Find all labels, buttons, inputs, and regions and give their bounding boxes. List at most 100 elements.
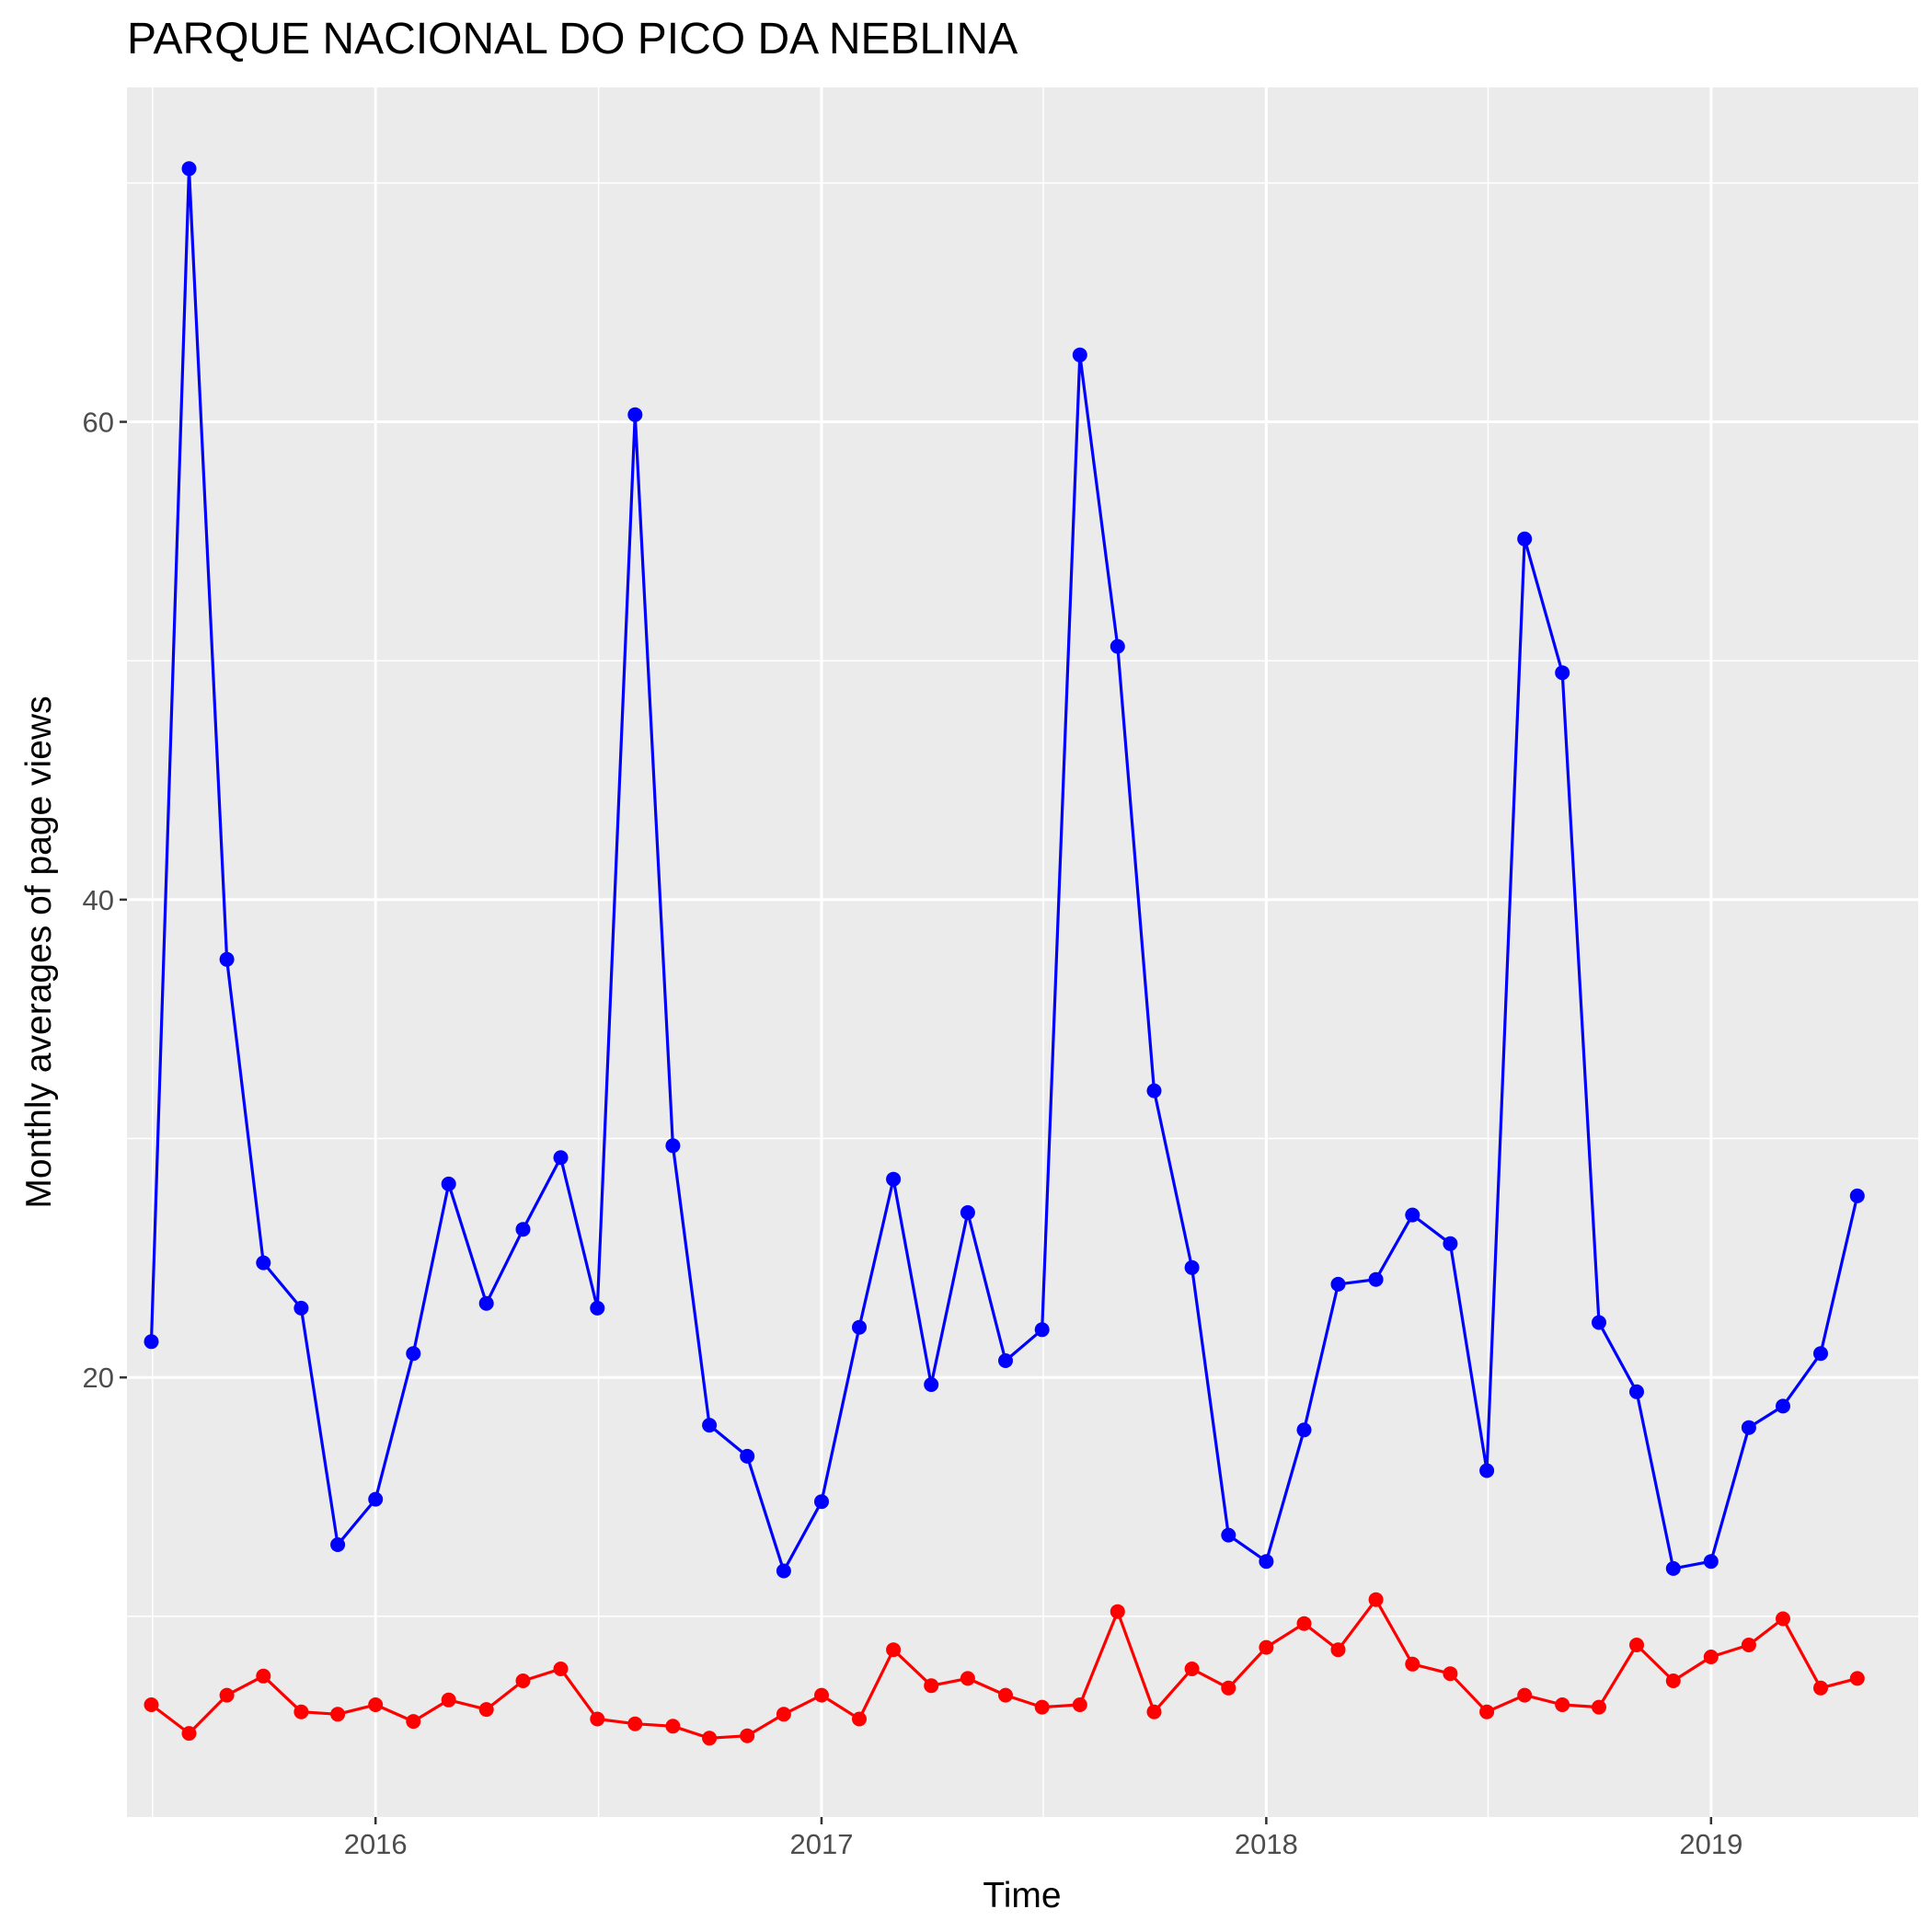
series-2-point <box>590 1711 605 1727</box>
series-2-point <box>702 1731 718 1746</box>
series-1-point <box>814 1494 829 1510</box>
series-1-point <box>515 1222 531 1237</box>
series-2-point <box>478 1702 494 1718</box>
series-1-point <box>590 1300 605 1316</box>
major-gridlines <box>127 87 1918 1817</box>
series-1-point <box>1296 1422 1312 1438</box>
series-2-point <box>1813 1680 1828 1696</box>
series-2-point <box>1665 1673 1681 1688</box>
series-1-point <box>478 1295 494 1311</box>
series-2-point <box>1184 1662 1200 1676</box>
series-1-point <box>1665 1560 1681 1576</box>
series-2-point <box>330 1707 346 1722</box>
series-1-point <box>1184 1259 1200 1275</box>
series-1-point <box>1849 1188 1865 1203</box>
series-1-point <box>1555 665 1570 681</box>
series-1-point <box>1146 1083 1162 1098</box>
series-2-point <box>1072 1697 1087 1712</box>
x-tick-label: 2018 <box>1235 1828 1298 1860</box>
series-2-point <box>1555 1697 1570 1712</box>
series-2-point <box>1034 1699 1050 1715</box>
series-2-point <box>1592 1699 1606 1715</box>
series-1-point <box>1259 1554 1274 1570</box>
series-1-point <box>776 1563 791 1579</box>
series-2-point <box>1443 1666 1458 1682</box>
series-1-point <box>406 1346 421 1362</box>
series-2-point <box>1259 1639 1274 1655</box>
series-2-point <box>441 1692 456 1708</box>
series-2-point <box>740 1728 755 1743</box>
series-1-point <box>702 1418 718 1433</box>
series-2-point <box>776 1707 791 1722</box>
x-axis: 2016 2017 2018 2019 <box>344 1817 1742 1860</box>
series-1-point <box>1592 1315 1606 1330</box>
series-2-point <box>998 1687 1013 1703</box>
series-1-point <box>256 1255 271 1271</box>
series-1-point <box>330 1537 346 1552</box>
y-tick-label: 40 <box>83 884 114 916</box>
series-layer <box>144 161 1865 1746</box>
series-2-point <box>1146 1704 1162 1719</box>
series-2-point <box>1703 1650 1719 1664</box>
series-2-point <box>1776 1611 1790 1627</box>
series-2-point <box>665 1719 681 1734</box>
plot-background <box>127 87 1918 1817</box>
series-2-point <box>1110 1604 1125 1619</box>
series-1-point <box>1443 1236 1458 1251</box>
series-2-point <box>960 1671 975 1686</box>
series-1-point <box>368 1491 384 1507</box>
series-2-point <box>1741 1638 1756 1652</box>
series-2-point <box>1405 1656 1420 1672</box>
series-1-point <box>1479 1463 1495 1478</box>
y-axis-title: Monthly averages of page views <box>19 696 59 1208</box>
series-1-point <box>553 1150 569 1166</box>
series-2-point <box>1368 1592 1384 1607</box>
series-1-point <box>886 1171 902 1187</box>
series-1-point <box>219 951 235 967</box>
series-2-point <box>1849 1671 1865 1686</box>
series-2-point <box>627 1716 643 1731</box>
series-2-point <box>515 1673 531 1688</box>
series-1-point <box>1221 1527 1236 1543</box>
series-1-point <box>1034 1322 1050 1338</box>
series-2-point <box>1517 1687 1533 1703</box>
series-1-point <box>181 161 197 177</box>
series-2-point <box>814 1687 829 1703</box>
series-1-point <box>627 407 643 422</box>
series-2-point <box>886 1642 902 1658</box>
series-1-point <box>1813 1346 1828 1362</box>
series-2-point <box>181 1726 197 1742</box>
minor-gridlines <box>127 87 1918 1817</box>
series-1-point <box>1072 347 1087 362</box>
series-1-point <box>1703 1554 1719 1570</box>
series-1-point <box>852 1319 867 1335</box>
series-1-point <box>1776 1398 1790 1414</box>
series-1-point <box>1405 1207 1420 1223</box>
series-2-point <box>1296 1616 1312 1631</box>
series-1-point <box>1517 531 1533 546</box>
x-axis-title: Time <box>983 1876 1061 1915</box>
series-1-point <box>1110 638 1125 654</box>
chart-title: PARQUE NACIONAL DO PICO DA NEBLINA <box>127 15 1018 63</box>
series-1-point <box>998 1353 1013 1368</box>
series-1-point <box>441 1176 456 1191</box>
series-1-point <box>665 1138 681 1154</box>
series-2-point <box>1629 1638 1644 1652</box>
series-1-point <box>924 1377 939 1392</box>
series-2-point <box>144 1697 159 1712</box>
series-1-point <box>1629 1384 1644 1399</box>
x-tick-label: 2019 <box>1679 1828 1742 1860</box>
series-2-point <box>1330 1642 1346 1658</box>
series-1-point <box>1368 1271 1384 1287</box>
series-2-point <box>256 1668 271 1684</box>
series-2-point <box>219 1687 235 1703</box>
series-2-point <box>406 1714 421 1730</box>
series-1-point <box>293 1300 309 1316</box>
series-1-point <box>1741 1420 1756 1435</box>
x-tick-label: 2016 <box>344 1828 408 1860</box>
x-tick-label: 2017 <box>789 1828 853 1860</box>
y-axis: 20 40 60 <box>83 407 127 1394</box>
y-tick-label: 60 <box>83 407 114 439</box>
series-2-point <box>293 1704 309 1719</box>
